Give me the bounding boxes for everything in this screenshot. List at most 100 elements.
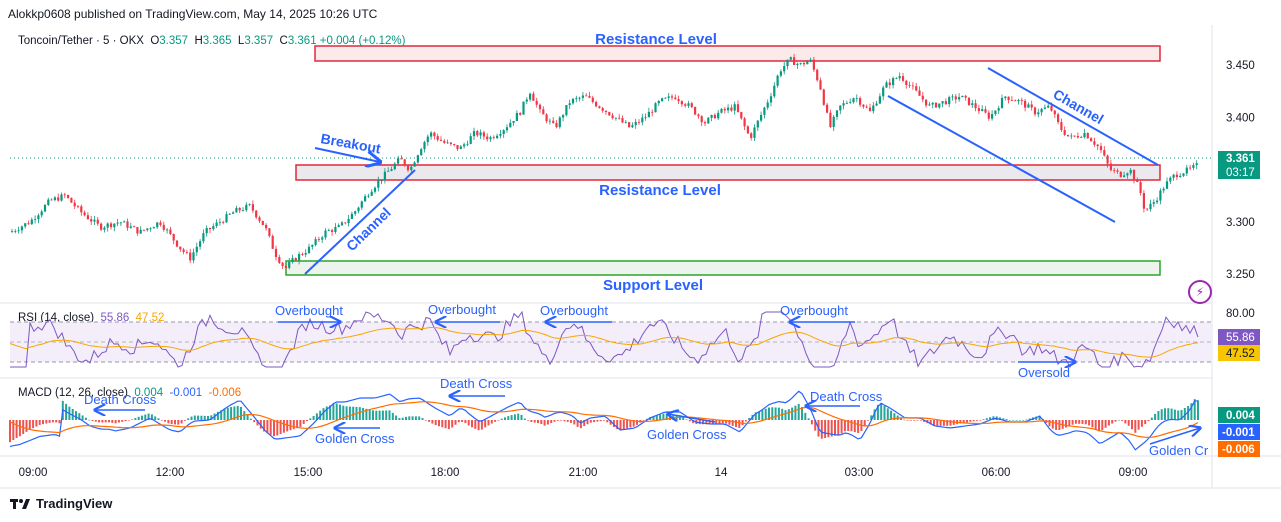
candle-body-67 xyxy=(232,212,235,214)
candle-body-330 xyxy=(1099,146,1103,151)
macd-bar-84 xyxy=(286,420,289,432)
candle-body-273 xyxy=(911,85,914,87)
candle-body-8 xyxy=(37,215,40,220)
candle-body-52 xyxy=(182,249,185,253)
macd-bar-235 xyxy=(784,410,787,420)
rsi-ma-badge-text: 47.52 xyxy=(1226,348,1255,360)
lightning-icon[interactable]: ⚡ xyxy=(1188,280,1212,304)
macd-bar-360 xyxy=(1197,400,1199,420)
candle-body-204 xyxy=(684,104,687,106)
candle-body-333 xyxy=(1109,163,1112,171)
candle-body-269 xyxy=(898,76,901,79)
candle-body-339 xyxy=(1129,169,1132,174)
time-tick-5: 14 xyxy=(715,467,728,479)
candle-body-57 xyxy=(199,241,202,247)
candle-body-84 xyxy=(288,261,291,268)
macd-label[interactable]: MACD (12, 26, close) xyxy=(18,387,128,399)
candle-body-21 xyxy=(80,206,83,213)
candle-body-150 xyxy=(505,127,509,131)
macd-bar-59 xyxy=(203,415,206,420)
candle-body-301 xyxy=(1004,96,1007,98)
oversold-label: Oversold xyxy=(1018,365,1070,380)
overbought-label-4: Overbought xyxy=(780,303,848,318)
macd-bar-243 xyxy=(810,420,813,425)
macd-bar-257 xyxy=(857,420,860,433)
macd-bar-76 xyxy=(259,420,262,429)
price-legend: Toncoin/Tether · 5 · OKX O3.357 H3.365 L… xyxy=(18,35,406,47)
candle-body-13 xyxy=(53,197,56,200)
candle-body-351 xyxy=(1169,177,1172,182)
macd-hist-value: 0.004 xyxy=(134,387,164,399)
macd-bar-8 xyxy=(35,420,38,427)
candle-body-249 xyxy=(832,116,835,128)
macd-bar-359 xyxy=(1193,399,1196,420)
symbol-label[interactable]: Toncoin/Tether · 5 · OKX xyxy=(18,35,144,47)
macd-bar-330 xyxy=(1098,420,1100,432)
macd-bar-119 xyxy=(401,417,404,420)
candle-body-279 xyxy=(931,102,934,105)
price-badge xyxy=(1218,151,1260,165)
macd-bar-350 xyxy=(1164,408,1166,420)
candle-body-3 xyxy=(20,226,23,231)
macd-bar-128 xyxy=(431,420,434,424)
macd-bar-255 xyxy=(850,420,853,432)
candle-body-217 xyxy=(727,107,730,111)
macd-bar-68 xyxy=(233,406,236,420)
macd-bar-70 xyxy=(240,406,242,420)
macd-bar-152 xyxy=(510,415,513,420)
macd-bar-99 xyxy=(335,403,338,420)
candle-body-36 xyxy=(129,226,132,228)
candle-body-221 xyxy=(740,111,743,119)
macd-bar-91 xyxy=(309,418,312,420)
macd-bar-124 xyxy=(418,416,421,420)
macd-bar-135 xyxy=(454,420,457,425)
macd-bar-345 xyxy=(1147,420,1150,422)
candle-body-129 xyxy=(436,136,439,140)
countdown-badge xyxy=(1218,165,1260,179)
candle-body-58 xyxy=(202,233,205,242)
candle-body-48 xyxy=(169,229,172,234)
candle-body-250 xyxy=(835,110,839,117)
candle-body-346 xyxy=(1152,202,1155,204)
candle-body-15 xyxy=(60,194,63,201)
macd-bar-51 xyxy=(177,420,180,425)
candle-body-222 xyxy=(743,118,746,127)
macd-bar-3 xyxy=(18,420,21,437)
candle-body-334 xyxy=(1113,170,1116,171)
macd-bar-249 xyxy=(830,420,833,437)
candle-body-181 xyxy=(608,111,611,116)
candle-body-285 xyxy=(951,96,954,98)
macd-bar-233 xyxy=(777,407,780,420)
macd-bar-332 xyxy=(1104,420,1107,428)
time-axis[interactable]: 09:00 12:00 15:00 18:00 21:00 14 03:00 06:00 09:… xyxy=(19,467,1148,479)
macd-bar-30 xyxy=(108,420,110,423)
macd-bar-95 xyxy=(322,408,325,420)
candle-body-59 xyxy=(205,227,208,234)
candle-body-179 xyxy=(601,107,604,111)
macd-bar-15 xyxy=(58,420,61,424)
candle-body-151 xyxy=(509,122,512,128)
candle-body-168 xyxy=(565,105,568,116)
change-value: +0.004 (+0.12%) xyxy=(319,35,406,47)
macd-bar-122 xyxy=(411,416,414,420)
candle-body-27 xyxy=(100,223,103,230)
macd-bar-358 xyxy=(1190,403,1193,420)
brand-name[interactable]: TradingView xyxy=(36,496,113,511)
rsi-label[interactable]: RSI (14, close) xyxy=(18,312,95,324)
macd-bar-289 xyxy=(962,420,965,423)
candle-body-300 xyxy=(1000,97,1004,109)
macd-bar-118 xyxy=(398,418,401,420)
macd-bar-58 xyxy=(200,415,203,420)
candle-body-310 xyxy=(1033,107,1037,115)
price-badge-text: 3.361 xyxy=(1226,153,1255,165)
candle-body-69 xyxy=(238,207,241,211)
candle-body-202 xyxy=(677,99,680,102)
candle-body-81 xyxy=(278,257,281,263)
candle-body-147 xyxy=(496,135,499,139)
candle-body-234 xyxy=(783,66,786,72)
candle-body-283 xyxy=(944,101,947,105)
candle-body-148 xyxy=(499,134,502,136)
candle-body-96 xyxy=(327,230,330,231)
candle-body-231 xyxy=(773,85,776,97)
